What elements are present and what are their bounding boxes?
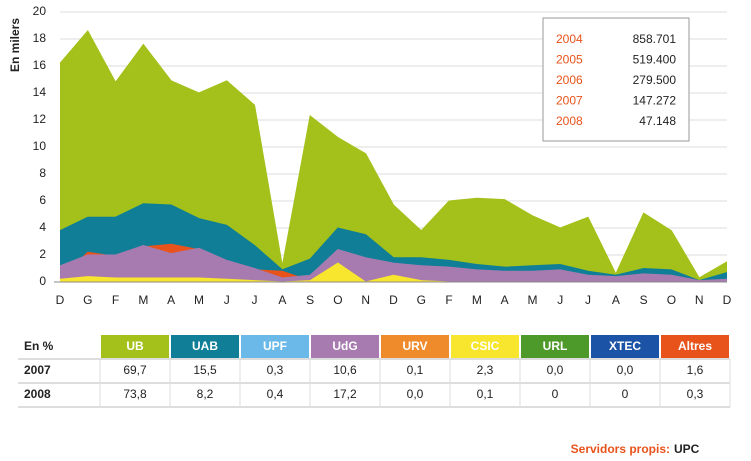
y-tick-label: 10	[33, 139, 47, 153]
x-tick-label: N	[361, 293, 370, 307]
area	[60, 30, 727, 283]
legend-year: 2004	[556, 32, 583, 46]
x-tick-label: N	[695, 293, 704, 307]
y-axis-label: En milers	[8, 18, 22, 72]
y-tick-label: 14	[33, 85, 47, 99]
header-text: En %	[24, 339, 54, 353]
area-line	[59, 245, 728, 282]
x-tick-label: M	[527, 293, 537, 307]
x-tick-label: S	[640, 293, 648, 307]
y-tick-label: 8	[39, 166, 46, 180]
cell: 0,1	[477, 387, 494, 401]
cell: 0,4	[267, 387, 284, 401]
cell: 0,0	[617, 363, 634, 377]
cell: 0,1	[407, 363, 424, 377]
x-tick-label: G	[417, 293, 426, 307]
y-tick-label: 18	[33, 31, 47, 45]
x-tick-label: A	[501, 293, 509, 307]
x-tick-label: F	[112, 293, 119, 307]
legend-year: 2008	[556, 114, 583, 128]
cell: 0	[552, 387, 559, 401]
legend-value: 279.500	[633, 73, 677, 87]
header-text: XTEC	[609, 339, 641, 353]
y-tick-label: 6	[39, 193, 46, 207]
legend-value: 147.272	[633, 94, 677, 108]
y-tick-label: 4	[39, 220, 46, 234]
y-tick-label: 0	[39, 274, 46, 288]
cell: 73,8	[123, 387, 147, 401]
cell: 10,6	[333, 363, 357, 377]
cell: 8,2	[197, 387, 214, 401]
x-tick-label: D	[723, 293, 732, 307]
x-tick-label: D	[56, 293, 65, 307]
x-tick-label: D	[389, 293, 398, 307]
legend-value: 47.148	[639, 114, 676, 128]
y-tick-label: 20	[33, 4, 47, 18]
header-cell	[241, 335, 309, 358]
header-cell	[101, 335, 169, 358]
area-line	[59, 203, 728, 282]
header-cell	[451, 335, 519, 358]
x-tick-label: A	[278, 293, 286, 307]
header-text: UPF	[263, 339, 287, 353]
x-tick-label: O	[333, 293, 342, 307]
cell: 1,6	[687, 363, 704, 377]
cell: 15,5	[193, 363, 217, 377]
legend-year: 2007	[556, 94, 583, 108]
legend-value: 858.701	[633, 32, 677, 46]
header-text: URL	[543, 339, 568, 353]
header-text: CSIC	[471, 339, 500, 353]
cell: 2007	[24, 363, 51, 377]
header-text: UAB	[192, 339, 218, 353]
x-tick-label: J	[585, 293, 591, 307]
header-cell	[381, 335, 449, 358]
y-tick-label: 12	[33, 112, 47, 126]
cell: 2008	[24, 387, 51, 401]
cell: 0,3	[687, 387, 704, 401]
cell: 0,3	[267, 363, 284, 377]
y-tick-label: 16	[33, 58, 47, 72]
area-line	[59, 30, 728, 279]
area	[60, 263, 727, 282]
header-text: URV	[402, 339, 427, 353]
header-cell	[171, 335, 239, 358]
x-tick-label: F	[445, 293, 452, 307]
x-tick-label: G	[83, 293, 92, 307]
footer-label: Servidors propis:	[571, 442, 670, 456]
x-tick-label: A	[167, 293, 175, 307]
x-tick-label: J	[224, 293, 230, 307]
y-tick-label: 2	[39, 247, 46, 261]
x-tick-label: O	[667, 293, 676, 307]
legend-value: 519.400	[633, 53, 677, 67]
header-text: UdG	[332, 339, 357, 353]
x-tick-label: J	[557, 293, 563, 307]
legend-year: 2006	[556, 73, 583, 87]
cell: 17,2	[333, 387, 357, 401]
x-tick-label: S	[306, 293, 314, 307]
header-cell	[311, 335, 379, 358]
header-cell	[521, 335, 589, 358]
cell: 2,3	[477, 363, 494, 377]
header-cell	[661, 335, 729, 358]
x-tick-label: M	[138, 293, 148, 307]
header-text: UB	[126, 339, 144, 353]
area	[60, 245, 727, 282]
legend-year: 2005	[556, 53, 583, 67]
x-tick-label: M	[194, 293, 204, 307]
footer-value: UPC	[674, 442, 700, 456]
legend-box	[542, 17, 690, 142]
x-tick-label: M	[472, 293, 482, 307]
cell: 0,0	[547, 363, 564, 377]
cell: 0	[622, 387, 629, 401]
x-tick-label: A	[612, 293, 620, 307]
cell: 0,0	[407, 387, 424, 401]
header-text: Altres	[678, 339, 712, 353]
x-tick-label: J	[252, 293, 258, 307]
header-cell	[591, 335, 659, 358]
cell: 69,7	[123, 363, 147, 377]
